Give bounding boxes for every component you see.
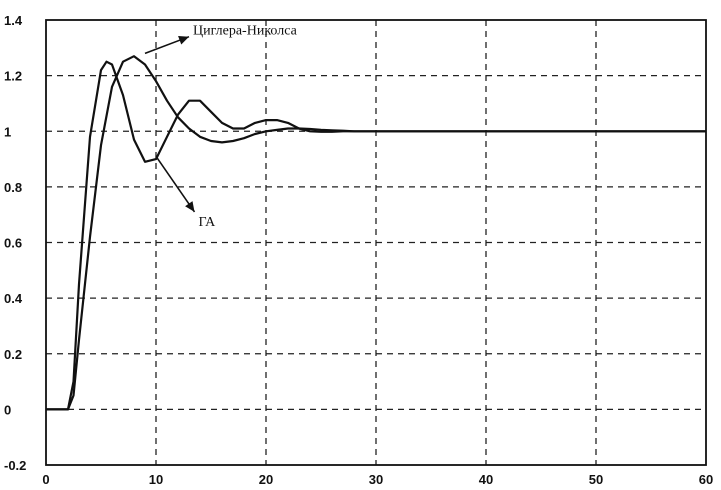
- y-tick-label-5: 0.8: [4, 180, 22, 195]
- x-tick-label-6: 60: [699, 472, 713, 487]
- y-tick-label-1: 0: [4, 402, 11, 417]
- y-tick-label-8: 1.4: [4, 13, 23, 28]
- y-tick-label-0: -0.2: [4, 458, 26, 473]
- tick-labels: 0 10 20 30 40 50 60 -0.2 0 0.2 0.4 0.6 0.8 1 1.2 1.4: [4, 13, 713, 487]
- annotation-arrowhead-1: [185, 201, 195, 212]
- series-layer: [46, 55, 706, 411]
- annotation-label-0: Циглера-Николса: [193, 24, 298, 39]
- plot-border: [45, 19, 707, 466]
- y-tick-label-7: 1.2: [4, 69, 22, 84]
- annotation-layer: Циглера-Николса ГА: [144, 24, 298, 230]
- plot-frame: [45, 19, 707, 466]
- x-tick-label-5: 50: [589, 472, 603, 487]
- y-tick-label-3: 0.4: [4, 291, 23, 306]
- y-tick-label-4: 0.6: [4, 236, 22, 251]
- annotation-label-1: ГА: [199, 215, 217, 230]
- y-tick-label-6: 1: [4, 124, 11, 139]
- grid-layer: [46, 20, 706, 465]
- x-tick-label-2: 20: [259, 472, 273, 487]
- y-tick-label-2: 0.2: [4, 347, 22, 362]
- annotation-arrow-line-1: [155, 155, 196, 213]
- x-tick-label-3: 30: [369, 472, 383, 487]
- series-line-ga: [46, 60, 706, 411]
- x-tick-label-0: 0: [42, 472, 49, 487]
- annotation-arrowhead-0: [178, 36, 189, 45]
- x-tick-label-1: 10: [149, 472, 163, 487]
- x-tick-label-4: 40: [479, 472, 493, 487]
